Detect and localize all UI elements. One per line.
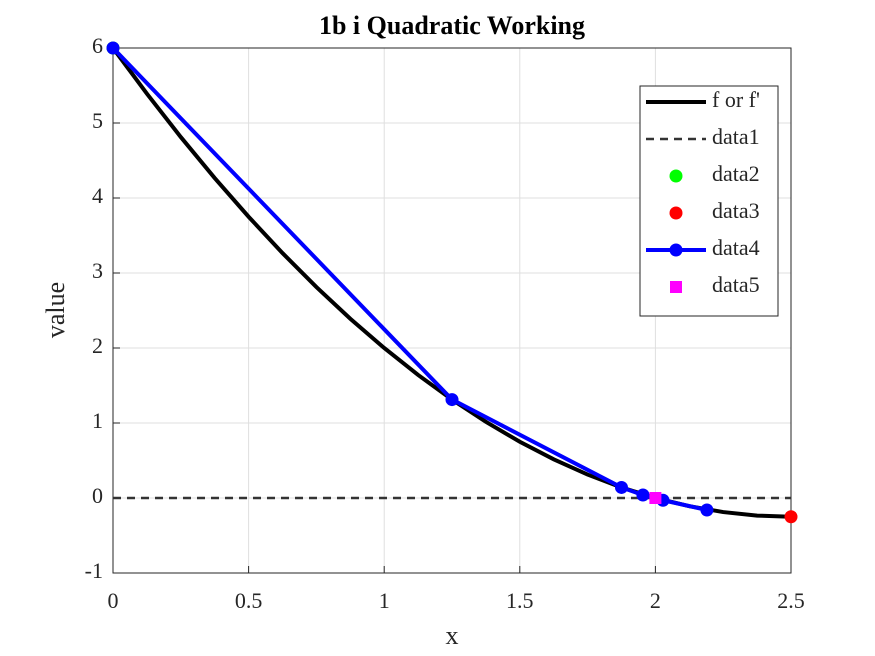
x-tick-label: 1.5 (506, 588, 534, 613)
y-tick-label: 6 (92, 33, 103, 58)
legend: f or f' data1 data2 data3 data4 data5 (639, 85, 779, 317)
y-tick-label: 0 (92, 483, 103, 508)
series-line (111, 46, 708, 512)
y-tick-label: 5 (92, 108, 103, 133)
y-tick-label: 1 (92, 408, 103, 433)
y-tick-label: -1 (85, 558, 103, 583)
x-axis-label: x (446, 621, 459, 650)
x-tick-label: 2.5 (777, 588, 805, 613)
marker (670, 281, 682, 293)
marker (669, 169, 683, 183)
plot-frame (112, 47, 792, 574)
legend-label: data5 (712, 272, 760, 297)
legend-label: data4 (712, 235, 760, 260)
marker (784, 510, 798, 524)
marker (106, 41, 120, 55)
legend-box (639, 85, 779, 317)
marker (649, 492, 662, 504)
marker (445, 393, 459, 407)
y-tick-label: 2 (92, 333, 103, 358)
x-tick-label: 0.5 (235, 588, 263, 613)
y-tick-label: 3 (92, 258, 103, 283)
legend-label: f or f' (712, 87, 760, 112)
x-tick-label: 1 (379, 588, 390, 613)
legend-label: data2 (712, 161, 760, 186)
x-tick-label: 2 (650, 588, 661, 613)
marker (615, 480, 628, 494)
marker (700, 503, 714, 517)
chart-title: 1b i Quadratic Working (319, 11, 585, 40)
marker (636, 488, 650, 502)
y-tick-label: 4 (92, 183, 103, 208)
legend-label: data3 (712, 198, 760, 223)
x-tick-label: 0 (108, 588, 119, 613)
marker (669, 243, 683, 257)
marker (669, 206, 683, 220)
legend-label: data1 (712, 124, 760, 149)
y-axis-label: value (41, 282, 70, 338)
